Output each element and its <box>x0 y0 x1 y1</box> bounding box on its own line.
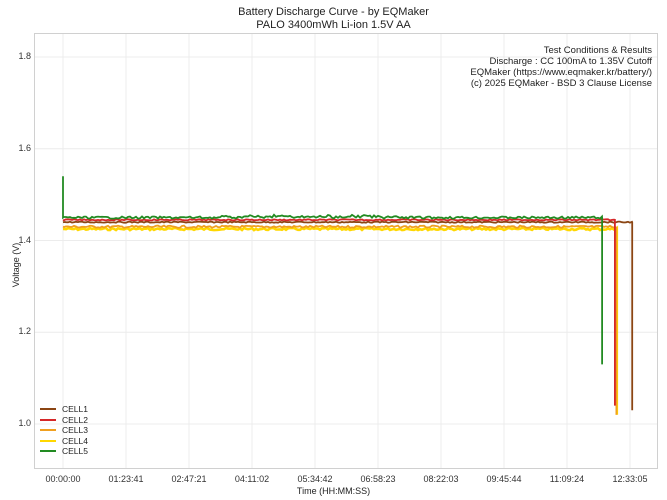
x-tick-label: 09:45:44 <box>486 474 522 484</box>
x-tick-label: 06:58:23 <box>360 474 396 484</box>
legend-swatch <box>40 429 56 432</box>
plot-area <box>34 33 658 469</box>
legend-label: CELL2 <box>62 414 88 425</box>
legend-label: CELL3 <box>62 425 88 436</box>
x-tick-label: 11:09:24 <box>549 474 585 484</box>
legend-item-cell1: CELL1 <box>40 404 88 415</box>
legend-item-cell3: CELL3 <box>40 425 88 436</box>
legend-item-cell5: CELL5 <box>40 446 88 457</box>
legend-swatch <box>40 408 56 411</box>
y-tick-label: 1.6 <box>18 142 31 153</box>
x-tick-label: 08:22:03 <box>423 474 459 484</box>
series-line-cell5 <box>62 176 603 365</box>
y-tick-label: 1.0 <box>18 418 31 428</box>
series-line-cell3 <box>62 224 618 415</box>
chart-subtitle: PALO 3400mWh Li-ion 1.5V AA <box>256 19 411 31</box>
x-tick-label: 01:23:41 <box>108 474 144 484</box>
y-tick-label: 1.2 <box>18 326 31 337</box>
y-tick-label: 1.4 <box>18 234 31 245</box>
x-tick-label: 02:47:21 <box>171 474 207 484</box>
x-tick-label: 00:00:00 <box>45 474 81 484</box>
chart-title: Battery Discharge Curve - by EQMaker <box>238 6 429 18</box>
legend-label: CELL4 <box>62 435 88 446</box>
legend-swatch <box>40 418 56 421</box>
y-axis-label: Voltage (V) <box>11 242 21 288</box>
legend: CELL1 CELL2 CELL3 CELL4 CELL5 <box>40 404 88 457</box>
series-line-cell1 <box>62 220 634 411</box>
x-axis-label: Time (HH:MM:SS) <box>296 486 371 496</box>
legend-label: CELL5 <box>62 446 88 457</box>
x-tick-label: 05:34:42 <box>297 474 333 484</box>
x-tick-label: 12:33:05 <box>612 474 648 484</box>
annotation-line: (c) 2025 EQMaker - BSD 3 Clause License <box>470 78 652 89</box>
annotation-line: Test Conditions & Results <box>543 45 652 56</box>
legend-item-cell2: CELL2 <box>40 415 88 426</box>
annotation-line: EQMaker (https://www.eqmaker.kr/battery/… <box>470 67 652 78</box>
annotation-line: Discharge : CC 100mA to 1.35V Cutoff <box>489 56 652 67</box>
series-line-cell2 <box>62 218 616 406</box>
y-tick-label: 1.8 <box>18 51 31 61</box>
legend-label: CELL1 <box>62 404 88 415</box>
legend-item-cell4: CELL4 <box>40 436 88 447</box>
legend-swatch <box>40 450 56 453</box>
test-conditions-annotation: Test Conditions & Results Discharge : CC… <box>470 45 652 89</box>
legend-swatch <box>40 439 56 442</box>
series-line-cell4 <box>63 225 619 415</box>
x-tick-label: 04:11:02 <box>234 474 270 484</box>
